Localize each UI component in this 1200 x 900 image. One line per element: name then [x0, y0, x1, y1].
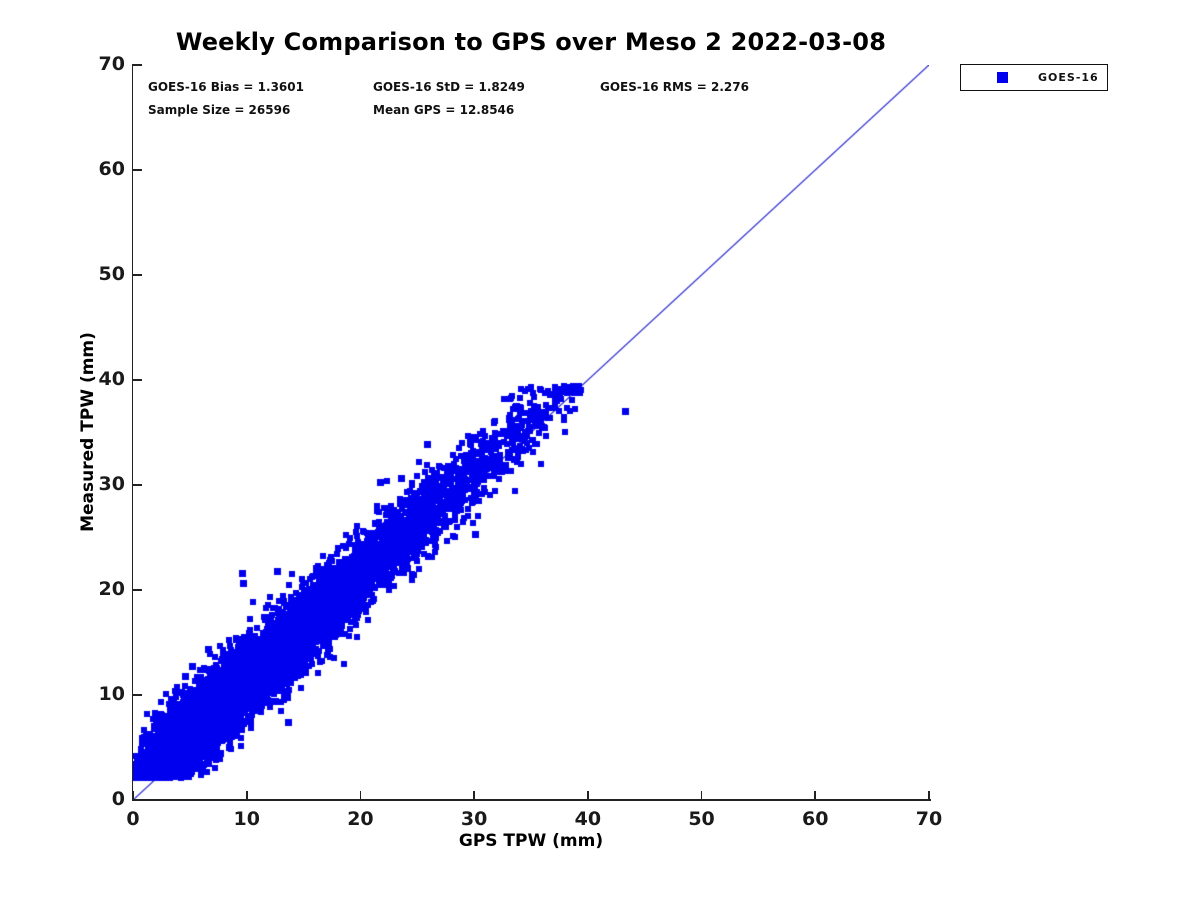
x-tick-label: 30 — [460, 808, 488, 830]
y-tick-label: 70 — [98, 53, 125, 75]
x-tick-mark — [132, 791, 134, 800]
legend-label-goes16: GOES-16 — [1038, 71, 1099, 84]
x-tick-label: 60 — [802, 808, 829, 830]
x-tick-label: 0 — [126, 808, 140, 830]
chart-title: Weekly Comparison to GPS over Meso 2 202… — [175, 28, 887, 56]
x-tick-mark — [587, 791, 589, 800]
x-tick-label: 70 — [915, 808, 943, 830]
y-tick-label: 40 — [98, 368, 125, 390]
x-tick-label: 50 — [688, 808, 715, 830]
legend-box: GOES-16 — [960, 64, 1108, 91]
y-tick-label: 50 — [98, 263, 125, 285]
x-tick-label: 20 — [347, 808, 374, 830]
y-tick-mark — [133, 169, 142, 171]
y-tick-label: 30 — [98, 473, 125, 495]
y-tick-label: 0 — [111, 788, 125, 810]
y-tick-label: 20 — [98, 578, 125, 600]
x-tick-mark — [473, 791, 475, 800]
x-tick-mark — [359, 791, 362, 800]
y-axis-title: Measured TPW (mm) — [78, 332, 98, 532]
legend-marker-goes16 — [997, 72, 1008, 83]
y-tick-mark — [133, 484, 142, 486]
y-tick-mark — [133, 274, 142, 276]
y-tick-label: 10 — [98, 683, 125, 705]
x-tick-label: 40 — [574, 808, 602, 830]
x-axis-line — [131, 799, 931, 801]
x-tick-mark — [814, 791, 817, 800]
y-tick-mark — [133, 694, 142, 696]
y-tick-label: 60 — [98, 158, 125, 180]
y-tick-mark — [133, 64, 142, 66]
x-tick-mark — [928, 791, 930, 800]
scatter-plot-area — [133, 65, 929, 800]
y-tick-mark — [133, 379, 142, 381]
x-axis-title: GPS TPW (mm) — [458, 831, 604, 851]
y-axis-line — [131, 64, 134, 801]
x-tick-label: 10 — [233, 808, 260, 830]
x-tick-mark — [245, 791, 248, 800]
y-tick-mark — [133, 799, 142, 801]
y-tick-mark — [133, 589, 142, 591]
x-tick-mark — [700, 791, 703, 800]
